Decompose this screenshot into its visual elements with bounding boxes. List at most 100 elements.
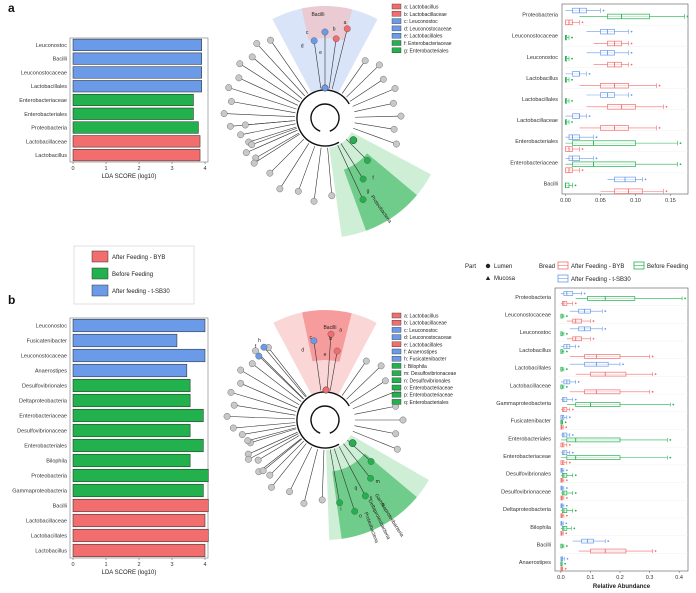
b-clade-node-letter: h [258,338,261,344]
b-clade-branch [242,424,296,435]
b-lda-category-label: Bacilli [53,504,67,510]
a-clade-node [276,185,284,193]
a-box [565,182,570,189]
b-box-category-label: Desulfovibrionaceae [501,489,551,495]
b-box [562,473,568,478]
a-clade-branch [255,132,300,159]
a-lda-category-label: Lactobacillus [35,153,67,159]
a-lda-category-label: Enterobacteriaceae [19,98,67,104]
b-clade-node [254,456,262,464]
b-box [562,407,568,412]
a-clade-legend-swatch [391,33,402,39]
b-clade-legend-swatch [391,384,402,391]
b-box-tick-label: 0.4 [675,575,683,581]
b-clade-branch [346,365,382,400]
a-box-outlier-point [686,15,689,18]
a-clade-legend-swatch [391,47,402,53]
b-cladogram: abcdefhimnopqBacilliGammaproteobacteriaD… [223,310,456,544]
a-clade-node-letter: c [306,30,309,36]
b-box [587,296,636,301]
b-clade-branch [343,443,371,479]
a-clade-branch [331,28,348,89]
a-box-tick-label: 0.00 [560,198,571,204]
a-clade-node [266,169,274,177]
a-clade-node [343,25,351,33]
b-clade-branch [258,355,304,400]
b-clade-legend-swatch [391,363,402,369]
a-box-outlier-point [574,184,577,187]
b-box [562,508,568,513]
b-clade-node [300,499,308,507]
b-box-outlier-point [654,550,657,552]
b-clade-legend-label: o: Enterobacteriaceae [404,386,453,392]
b-box-category-label: Proteobacteria [515,295,552,301]
b-clade-branch [338,446,366,497]
a-clade-branch [337,145,364,200]
b-box-outlier-point [564,562,566,565]
a-clade-node [390,125,398,133]
a-clade-label: Bacilli [311,12,324,18]
b-box-category-label: Bilophila [530,525,552,531]
a-box [568,134,580,140]
a-box-category-label: Enterobacteriales [515,139,558,145]
b-box-outlier-point [571,451,574,454]
b-box-outlier-point [565,487,568,489]
b-lda-bar [72,333,178,348]
a-clade-branch [341,60,366,94]
a-clade-node-letter: b [333,26,336,32]
b-clade-legend-swatch [391,392,402,398]
a-box-outlier-point [679,163,682,166]
b-box-outlier-point [573,527,576,530]
part-legend-label: Lumen [494,264,512,270]
b-box-category-label: Enterobacteriaceae [503,454,551,460]
b-box-outlier-point [571,434,574,436]
a-clade-branch [279,143,310,190]
a-box-category-label: Bacilli [544,181,558,187]
b-box-tick-label: 0.0 [557,575,565,581]
a-clade-node [236,60,244,68]
a-box-category-label: Lactobacillales [522,97,558,103]
a-lda-bar [72,52,202,65]
b-box-outlier-point [564,421,567,424]
b-box-outlier-point [592,337,595,340]
b-box-outlier-point [604,310,607,313]
b-clade-node [266,471,274,479]
b-clade-legend-swatch [391,377,402,383]
b-clade-node [248,360,256,368]
a-clade-branch [248,126,297,143]
bread-legend-label: After Feeding - BYB [571,264,624,270]
b-clade-branch [258,438,302,472]
b-clade-node [245,455,252,463]
b-clade-node [223,412,231,420]
b-box [575,402,621,407]
a-box-category-label: Lactobacillus [526,76,558,82]
b-clade-node [230,401,238,409]
b-lda-bar [72,483,204,498]
b-clade-node-letter: f [255,344,257,350]
a-box-tick-label: 0.10 [630,198,641,204]
a-box-outlier-point [665,190,668,193]
a-box-category-label: Enterobacteriaceae [510,160,558,166]
b-box-outlier-point [564,567,567,570]
panel-label-a: a [8,1,15,15]
b-clade-legend-label: b: Lactobacillaceae [404,321,447,327]
a-clade-legend-swatch [391,40,402,46]
b-lda-tick-label: 3 [170,562,173,568]
b-clade-node [351,507,359,515]
b-box-outlier-point [565,497,568,499]
a-clade-node [359,175,367,183]
group-legend-swatch [91,250,109,263]
b-box-outlier-point [622,363,624,366]
a-box-tick-label: 0.15 [665,198,676,204]
a-clade-legend-label: f: Enterobacteriaceae [404,41,452,47]
b-clade-legend-swatch [391,341,402,347]
b-box-category-label: Deltaproteobacteria [503,507,552,513]
b-clade-node [392,430,400,438]
a-lda-chart: Leuconostoc Bacilli Leuconostocaceae Lactob… [19,37,209,180]
a-box [572,161,636,167]
b-clade-node-letter: q [355,485,358,491]
a-clade-branch [228,87,297,110]
part-bread-legend: Part Lumen Mucosa Bread After Feeding - BYB B… [465,261,688,283]
a-lda-xlabel: LDA SCORE (log10) [102,174,157,180]
b-clade-node-letter: d [301,348,304,354]
